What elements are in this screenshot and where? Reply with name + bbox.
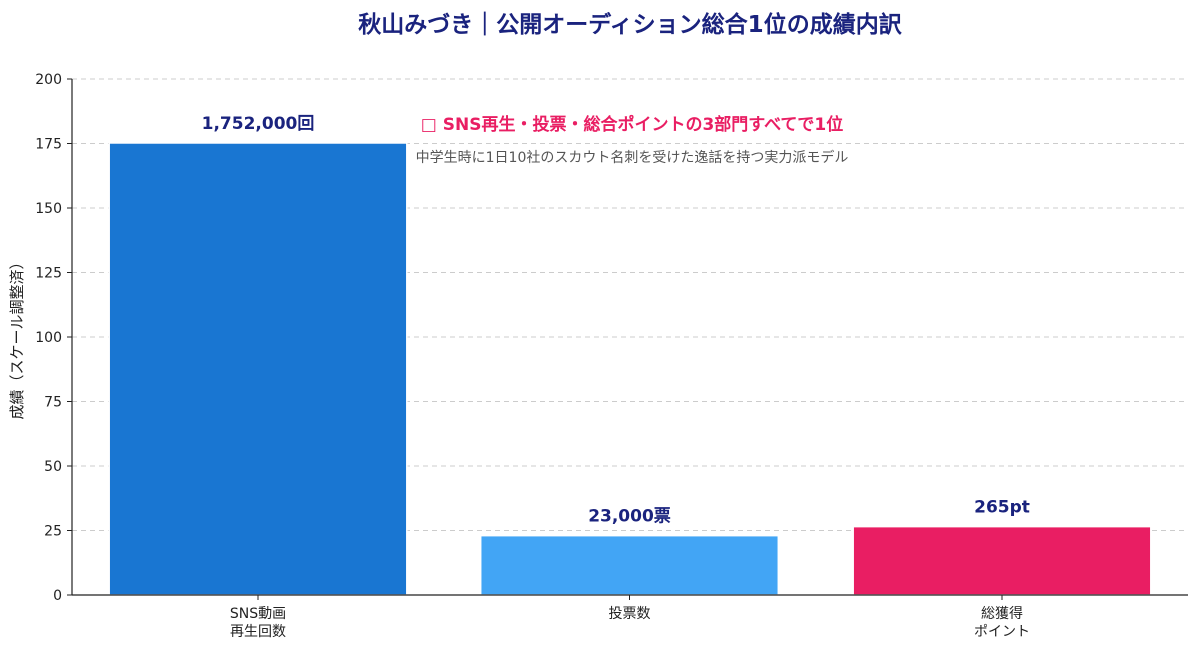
annotation-subtext: 中学生時に1日10社のスカウト名刺を受けた逸話を持つ実力派モデル [416,149,849,166]
bars [108,142,1152,596]
annotation-headline: □ SNS再生・投票・総合ポイントの3部門すべてで1位 [421,114,843,135]
y-tick-label: 25 [44,524,62,540]
y-tick-label: 125 [35,266,62,282]
y-tick-label: 175 [35,137,62,153]
y-tick-label: 75 [44,395,62,411]
y-tick-label: 100 [35,330,62,346]
x-tick-label: SNS動画再生回数 [230,606,286,640]
y-tick-label: 200 [35,72,62,88]
y-axis-label: 成績（スケール調整済） [8,254,26,419]
labels: 0 25 50 75 100 125 150 175 200 1,752,000回 SNS動画再生回… [35,72,1030,640]
y-tick-label: 50 [44,459,62,475]
bar-value-label: 265pt [974,498,1030,518]
bar-value-label: 23,000票 [588,507,671,527]
x-tick-label: 総獲得ポイント [974,605,1030,640]
bar-value-label: 1,752,000回 [202,114,315,134]
y-tick-label: 150 [35,201,62,217]
y-tick-label: 0 [53,588,62,604]
bar [852,525,1152,596]
grid-lines [72,78,1188,531]
x-tick-label: 投票数 [609,606,651,622]
bar [108,142,408,596]
axes [67,78,1188,600]
chart-title: 秋山みづき｜公開オーディション総合1位の成績内訳 [358,11,902,38]
bar [479,534,780,596]
